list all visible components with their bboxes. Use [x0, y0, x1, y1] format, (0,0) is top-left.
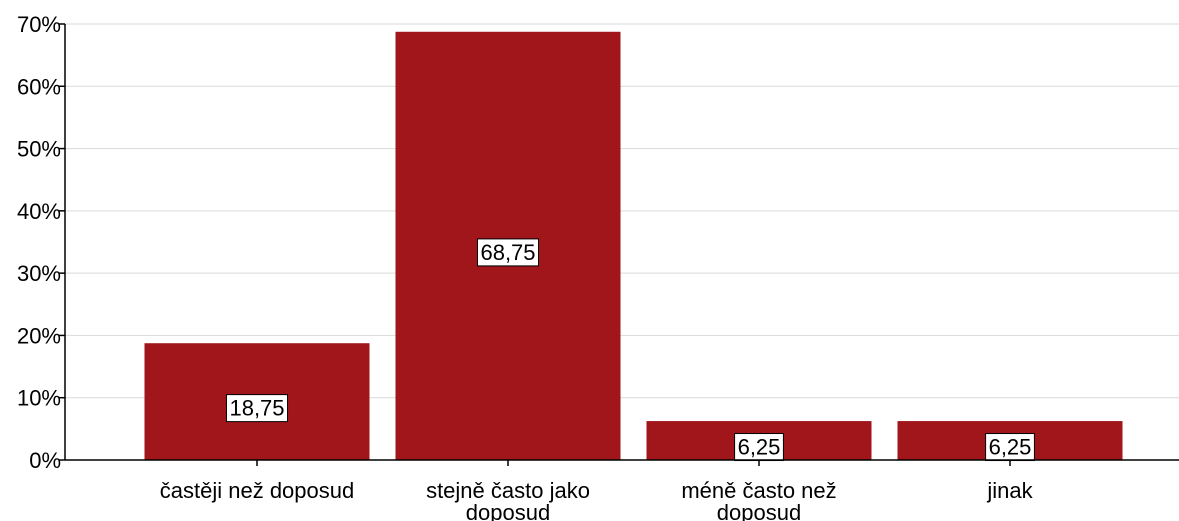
y-tick-label: 60% [17, 74, 61, 99]
value-label: 6,25 [989, 435, 1032, 460]
y-tick-label: 70% [17, 12, 61, 37]
x-tick-label: jinak [986, 478, 1033, 503]
value-label: 68,75 [480, 240, 535, 265]
x-tick-label: méně často než doposud [681, 478, 836, 521]
y-tick-label: 30% [17, 261, 61, 286]
value-label: 18,75 [229, 396, 284, 421]
value-label: 6,25 [738, 435, 781, 460]
value-label-box [225, 394, 289, 423]
value-label-box [476, 238, 540, 267]
y-tick-label: 10% [17, 386, 61, 411]
y-tick-label: 50% [17, 137, 61, 162]
x-tick-label: stejně často jako doposud [426, 478, 590, 521]
y-tick-label: 20% [17, 323, 61, 348]
x-tick-label: častěji než doposud [160, 478, 354, 503]
y-tick-label: 0% [29, 448, 61, 473]
value-label-box [985, 433, 1035, 462]
y-tick-label: 40% [17, 199, 61, 224]
